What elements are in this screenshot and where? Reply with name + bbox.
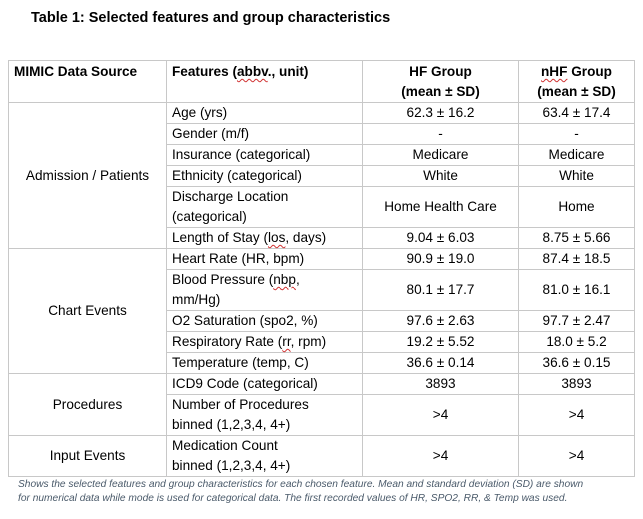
- feature-cell: Ethnicity (categorical): [166, 165, 363, 187]
- feature-cell: Insurance (categorical): [166, 144, 363, 166]
- nhf-value-cell: 97.7 ± 2.47: [518, 310, 635, 332]
- hf-value-cell: 90.9 ± 19.0: [362, 248, 519, 270]
- table-title: Table 1: Selected features and group cha…: [31, 10, 391, 26]
- table-row: Temperature (temp, C) 36.6 ± 0.14 36.6 ±…: [9, 352, 635, 374]
- table-row: Input Events Medication Count binned (1,2…: [8, 435, 635, 477]
- feature-cell: Heart Rate (HR, bpm): [166, 248, 363, 270]
- nhf-value-cell: 18.0 ± 5.2: [518, 331, 635, 353]
- hf-value-cell: Medicare: [362, 144, 519, 166]
- table-row: Discharge Location (categorical) Home Hea…: [9, 186, 635, 228]
- nhf-value-cell: >4: [518, 435, 635, 477]
- feature-cell: Length of Stay (los, days): [166, 227, 363, 249]
- hf-value-cell: 19.2 ± 5.52: [362, 331, 519, 353]
- feature-cell: Number of Procedures binned (1,2,3,4, 4+): [166, 394, 363, 436]
- table-caption: Shows the selected features and group ch…: [18, 479, 584, 504]
- hf-value-cell: White: [362, 165, 519, 187]
- source-cell: Chart Events: [8, 248, 167, 374]
- table-row: O2 Saturation (spo2, %) 97.6 ± 2.63 97.7…: [9, 310, 635, 332]
- hf-value-cell: 36.6 ± 0.14: [362, 352, 519, 374]
- table-row: Procedures ICD9 Code (categorical) 3893 …: [8, 373, 635, 436]
- header-nhf-group: nHF Group (mean ± SD): [518, 60, 635, 103]
- nhf-value-cell: Medicare: [518, 144, 635, 166]
- hf-value-cell: -: [362, 123, 519, 145]
- feature-cell: Respiratory Rate (rr, rpm): [166, 331, 363, 353]
- hf-value-cell: >4: [362, 435, 519, 477]
- nhf-value-cell: >4: [518, 394, 635, 436]
- table-row: Length of Stay (los, days) 9.04 ± 6.03 8…: [9, 227, 635, 249]
- hf-value-cell: Home Health Care: [362, 186, 519, 228]
- table-row: Blood Pressure (nbp, mm/Hg) 80.1 ± 17.7 8…: [9, 269, 635, 311]
- header-source: MIMIC Data Source: [8, 60, 167, 103]
- nhf-value-cell: -: [518, 123, 635, 145]
- nhf-value-cell: White: [518, 165, 635, 187]
- source-cell: Procedures: [8, 373, 167, 436]
- feature-cell: Blood Pressure (nbp, mm/Hg): [166, 269, 363, 311]
- source-cell: Admission / Patients: [8, 102, 167, 249]
- table-row: Gender (m/f) - -: [9, 123, 635, 145]
- features-table: MIMIC Data Source Features (abbv., unit)…: [8, 60, 635, 477]
- table-row: Number of Procedures binned (1,2,3,4, 4+)…: [9, 394, 635, 436]
- nhf-value-cell: 8.75 ± 5.66: [518, 227, 635, 249]
- feature-cell: Discharge Location (categorical): [166, 186, 363, 228]
- hf-value-cell: 3893: [362, 373, 519, 395]
- table-row: Insurance (categorical) Medicare Medicar…: [9, 144, 635, 166]
- header-features: Features (abbv., unit): [166, 60, 363, 103]
- table-row: Admission / Patients Age (yrs) 62.3 ± 16…: [8, 102, 635, 249]
- nhf-value-cell: 3893: [518, 373, 635, 395]
- feature-cell: Age (yrs): [166, 102, 363, 124]
- feature-cell: Temperature (temp, C): [166, 352, 363, 374]
- header-row: MIMIC Data Source Features (abbv., unit)…: [8, 60, 635, 103]
- nhf-value-cell: 63.4 ± 17.4: [518, 102, 635, 124]
- table-row: Chart Events Heart Rate (HR, bpm) 90.9 ±…: [8, 248, 635, 374]
- hf-value-cell: 97.6 ± 2.63: [362, 310, 519, 332]
- feature-cell: O2 Saturation (spo2, %): [166, 310, 363, 332]
- nhf-value-cell: 36.6 ± 0.15: [518, 352, 635, 374]
- hf-value-cell: 62.3 ± 16.2: [362, 102, 519, 124]
- source-cell: Input Events: [8, 435, 167, 477]
- hf-value-cell: >4: [362, 394, 519, 436]
- nhf-value-cell: 81.0 ± 16.1: [518, 269, 635, 311]
- hf-value-cell: 9.04 ± 6.03: [362, 227, 519, 249]
- nhf-value-cell: 87.4 ± 18.5: [518, 248, 635, 270]
- nhf-value-cell: Home: [518, 186, 635, 228]
- hf-value-cell: 80.1 ± 17.7: [362, 269, 519, 311]
- feature-cell: Medication Count binned (1,2,3,4, 4+): [166, 435, 363, 477]
- feature-cell: Gender (m/f): [166, 123, 363, 145]
- header-hf-group: HF Group (mean ± SD): [362, 60, 519, 103]
- feature-cell: ICD9 Code (categorical): [166, 373, 363, 395]
